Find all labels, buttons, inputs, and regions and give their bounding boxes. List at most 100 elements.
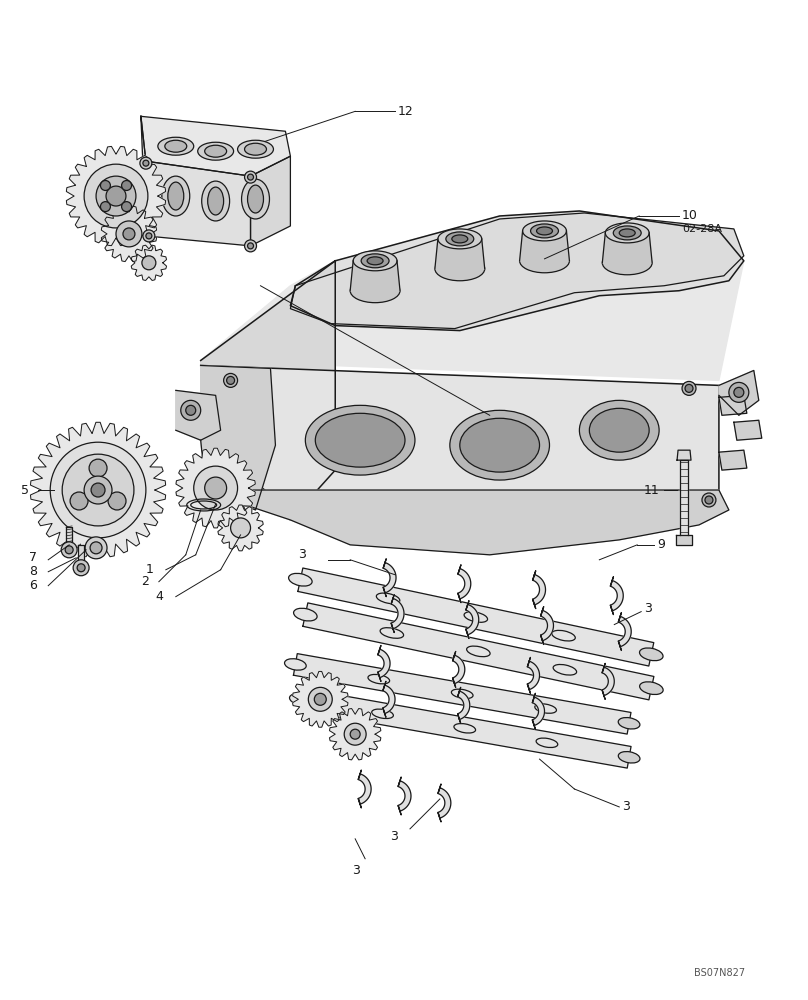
Text: 3: 3 bbox=[352, 864, 360, 877]
Circle shape bbox=[226, 376, 234, 384]
Circle shape bbox=[85, 537, 107, 559]
Polygon shape bbox=[200, 365, 719, 540]
Text: 8: 8 bbox=[29, 565, 37, 578]
Polygon shape bbox=[532, 693, 536, 703]
Polygon shape bbox=[528, 657, 530, 667]
Polygon shape bbox=[734, 420, 762, 440]
Circle shape bbox=[121, 180, 132, 190]
Circle shape bbox=[143, 230, 155, 242]
Ellipse shape bbox=[168, 182, 183, 210]
Polygon shape bbox=[466, 629, 469, 639]
Ellipse shape bbox=[613, 226, 642, 240]
Ellipse shape bbox=[315, 413, 405, 467]
Polygon shape bbox=[383, 587, 386, 597]
Polygon shape bbox=[452, 678, 456, 687]
Polygon shape bbox=[719, 395, 747, 415]
Polygon shape bbox=[602, 663, 605, 673]
Polygon shape bbox=[618, 613, 621, 622]
Polygon shape bbox=[458, 569, 471, 599]
Circle shape bbox=[298, 677, 343, 721]
Circle shape bbox=[350, 729, 360, 739]
Circle shape bbox=[705, 496, 713, 504]
Polygon shape bbox=[452, 651, 456, 661]
Polygon shape bbox=[358, 798, 361, 808]
Circle shape bbox=[140, 157, 152, 169]
Polygon shape bbox=[719, 370, 759, 415]
Polygon shape bbox=[383, 563, 396, 593]
Ellipse shape bbox=[165, 140, 187, 152]
Polygon shape bbox=[458, 565, 461, 574]
Circle shape bbox=[96, 176, 136, 216]
Ellipse shape bbox=[618, 752, 640, 763]
Polygon shape bbox=[378, 649, 390, 678]
Circle shape bbox=[74, 154, 158, 238]
Polygon shape bbox=[383, 559, 386, 568]
Text: 11: 11 bbox=[644, 484, 660, 497]
Polygon shape bbox=[383, 681, 386, 691]
Circle shape bbox=[41, 433, 155, 547]
Polygon shape bbox=[358, 774, 371, 804]
Circle shape bbox=[100, 202, 111, 212]
Text: 10: 10 bbox=[682, 209, 698, 222]
Circle shape bbox=[146, 233, 152, 239]
Text: 3: 3 bbox=[298, 548, 306, 561]
Text: 3: 3 bbox=[622, 800, 630, 813]
Polygon shape bbox=[298, 568, 654, 666]
Ellipse shape bbox=[639, 648, 663, 661]
Polygon shape bbox=[457, 687, 461, 697]
Text: 1: 1 bbox=[146, 563, 154, 576]
Text: 02-28A: 02-28A bbox=[682, 224, 722, 234]
Polygon shape bbox=[438, 788, 451, 818]
Polygon shape bbox=[676, 535, 692, 545]
Text: 5: 5 bbox=[21, 484, 29, 497]
Polygon shape bbox=[458, 593, 461, 603]
Polygon shape bbox=[378, 645, 381, 655]
Polygon shape bbox=[438, 784, 441, 793]
Polygon shape bbox=[218, 505, 263, 551]
Circle shape bbox=[702, 493, 716, 507]
Text: BS07N827: BS07N827 bbox=[694, 968, 745, 978]
Ellipse shape bbox=[289, 694, 311, 705]
Circle shape bbox=[50, 442, 146, 538]
Polygon shape bbox=[618, 641, 621, 651]
Ellipse shape bbox=[247, 185, 263, 213]
Ellipse shape bbox=[531, 224, 558, 238]
Circle shape bbox=[108, 492, 126, 510]
Polygon shape bbox=[466, 604, 478, 635]
Circle shape bbox=[186, 405, 196, 415]
Polygon shape bbox=[398, 805, 402, 815]
Ellipse shape bbox=[242, 179, 269, 219]
Circle shape bbox=[335, 714, 375, 754]
Circle shape bbox=[61, 542, 77, 558]
Polygon shape bbox=[541, 610, 553, 641]
Polygon shape bbox=[391, 623, 394, 633]
Circle shape bbox=[89, 459, 107, 477]
Circle shape bbox=[230, 518, 250, 538]
Polygon shape bbox=[383, 708, 386, 717]
Polygon shape bbox=[292, 671, 348, 727]
Circle shape bbox=[121, 202, 132, 212]
Polygon shape bbox=[66, 527, 72, 547]
Polygon shape bbox=[200, 365, 276, 510]
Polygon shape bbox=[719, 450, 747, 470]
Circle shape bbox=[181, 400, 200, 420]
Polygon shape bbox=[250, 156, 290, 246]
Ellipse shape bbox=[198, 142, 234, 160]
Ellipse shape bbox=[520, 249, 570, 273]
Circle shape bbox=[204, 477, 226, 499]
Circle shape bbox=[123, 228, 135, 240]
Ellipse shape bbox=[353, 251, 397, 271]
Circle shape bbox=[682, 381, 696, 395]
Polygon shape bbox=[391, 598, 404, 629]
Polygon shape bbox=[452, 655, 465, 684]
Polygon shape bbox=[141, 116, 290, 176]
Ellipse shape bbox=[162, 176, 190, 216]
Circle shape bbox=[183, 455, 249, 521]
Polygon shape bbox=[330, 709, 381, 760]
Polygon shape bbox=[141, 116, 250, 246]
Circle shape bbox=[734, 387, 744, 397]
Polygon shape bbox=[677, 450, 691, 460]
Text: 3: 3 bbox=[644, 602, 652, 615]
Ellipse shape bbox=[619, 229, 635, 237]
Ellipse shape bbox=[460, 418, 540, 472]
